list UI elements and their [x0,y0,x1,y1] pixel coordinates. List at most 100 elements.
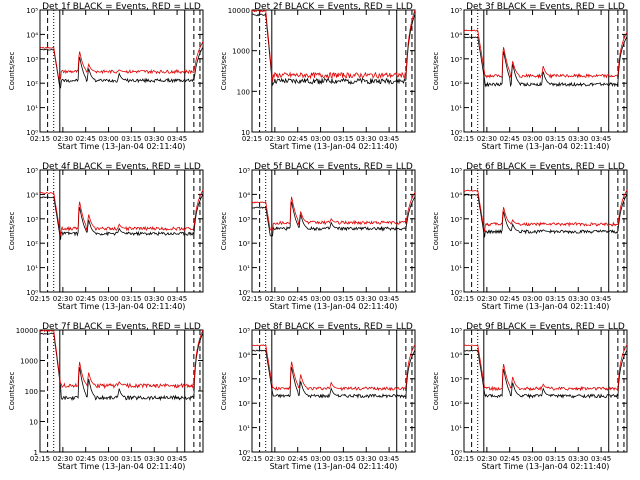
y-tick-label: 1000 [232,48,250,56]
x-tick-label: 02:30 [477,455,497,463]
y-tick-label: 10⁴ [450,191,462,199]
x-tick-label: 02:45 [76,455,96,463]
x-tick-label: 02:45 [500,135,520,143]
x-tick-label: 02:45 [288,295,308,303]
y-tick-label: 10⁰ [26,289,38,297]
chart-title: Det 8f BLACK = Events, RED = LLD [254,322,413,332]
y-axis-label: Counts/sec [432,52,440,91]
y-tick-label: 10¹ [238,265,250,273]
plot-frame [39,329,204,453]
x-tick-label: 03:45 [591,135,611,143]
x-tick-label: 02:45 [76,295,96,303]
y-tick-label: 10⁵ [450,327,462,335]
y-tick-label: 10² [26,80,38,88]
y-axis-label: Counts/sec [432,212,440,251]
x-tick-label: 03:45 [379,135,399,143]
y-tick-label: 10² [450,400,462,408]
x-axis-label: Start Time (13-Jan-04 02:11:40) [58,462,186,471]
plot-frame [39,9,204,133]
x-tick-label: 02:30 [265,455,285,463]
chart-panel-5: Det 5f BLACK = Events, RED = LLD 10⁰ 10¹ 10… [220,162,416,311]
chart-panel-8: Det 8f BLACK = Events, RED = LLD 10⁰ 10¹ 10… [220,322,416,471]
x-tick-label: 03:30 [144,295,164,303]
y-tick-label: 10¹ [450,265,462,273]
chart-panel-2: Det 2f BLACK = Events, RED = LLD 10 100 100… [220,2,416,151]
x-axis-label: Start Time (13-Jan-04 02:11:40) [58,142,186,151]
x-tick-label: 03:45 [167,135,187,143]
plot-frame [251,9,416,133]
x-tick-label: 02:15 [30,135,50,143]
series-events [39,46,204,89]
series-events [463,193,628,238]
y-tick-label: 10⁰ [238,289,250,297]
y-tick-label: 10³ [238,376,250,384]
y-tick-label: 10³ [450,216,462,224]
x-tick-label: 02:15 [454,135,474,143]
x-tick-label: 03:15 [121,295,141,303]
x-tick-label: 03:45 [379,455,399,463]
y-tick-label: 10⁵ [238,327,250,335]
x-tick-label: 02:30 [53,135,73,143]
plot-frame [463,329,628,453]
chart-title: Det 4f BLACK = Events, RED = LLD [42,162,201,172]
y-tick-label: 1000 [20,358,38,366]
chart-panel-6: Det 6f BLACK = Events, RED = LLD 10⁰ 10¹ 10… [432,162,628,311]
chart-panel-3: Det 3f BLACK = Events, RED = LLD 10⁰ 10¹ 10… [432,2,628,151]
y-tick-label: 10² [238,240,250,248]
x-tick-label: 03:15 [333,455,353,463]
y-tick-label: 10⁴ [450,351,462,359]
x-tick-label: 03:30 [568,455,588,463]
x-tick-label: 02:15 [242,295,262,303]
x-tick-label: 02:30 [53,295,73,303]
x-tick-label: 02:45 [288,135,308,143]
x-tick-label: 03:15 [545,455,565,463]
series-lld [39,41,204,80]
series-lld [251,9,416,82]
y-tick-label: 10¹ [238,425,250,433]
y-axis-label: Counts/sec [220,372,228,411]
chart-title: Det 2f BLACK = Events, RED = LLD [254,2,413,12]
x-tick-label: 02:30 [53,455,73,463]
plot-frame [251,329,416,453]
x-tick-label: 03:45 [591,455,611,463]
x-tick-label: 02:30 [477,135,497,143]
x-tick-label: 03:30 [568,295,588,303]
series-lld [463,29,628,80]
y-tick-label: 10¹ [26,105,38,113]
y-tick-label: 1 [34,449,38,457]
y-tick-label: 10⁵ [26,7,38,15]
chart-title: Det 1f BLACK = Events, RED = LLD [42,2,201,12]
y-tick-label: 10⁰ [450,449,462,457]
y-axis-label: Counts/sec [432,372,440,411]
x-tick-label: 03:00 [310,135,330,143]
y-tick-label: 10⁴ [450,31,462,39]
series-events [39,194,204,240]
chart-panel-7: Det 7f BLACK = Events, RED = LLD 1 10 100 10… [8,322,204,471]
plot-frame [251,169,416,293]
chart-title: Det 9f BLACK = Events, RED = LLD [466,322,625,332]
plot-frame [463,169,628,293]
chart-title: Det 7f BLACK = Events, RED = LLD [42,322,201,332]
x-tick-label: 03:00 [522,135,542,143]
y-tick-label: 10⁵ [238,167,250,175]
series-events [251,12,416,86]
y-tick-label: 10 [29,419,38,427]
x-tick-label: 03:30 [144,135,164,143]
y-axis-label: Counts/sec [8,372,16,411]
y-tick-label: 10² [450,80,462,88]
x-tick-label: 02:45 [500,455,520,463]
x-axis-label: Start Time (13-Jan-04 02:11:40) [270,462,398,471]
x-axis-label: Start Time (13-Jan-04 02:11:40) [270,142,398,151]
series-events [251,196,416,237]
x-tick-label: 02:30 [265,135,285,143]
x-tick-label: 03:15 [333,135,353,143]
x-tick-label: 03:30 [356,455,376,463]
plot-frame [463,9,628,133]
y-tick-label: 10⁴ [238,351,250,359]
x-tick-label: 03:45 [167,295,187,303]
chart-title: Det 5f BLACK = Events, RED = LLD [254,162,413,172]
x-tick-label: 02:15 [454,295,474,303]
y-axis-label: Counts/sec [220,52,228,91]
y-tick-label: 10² [238,400,250,408]
